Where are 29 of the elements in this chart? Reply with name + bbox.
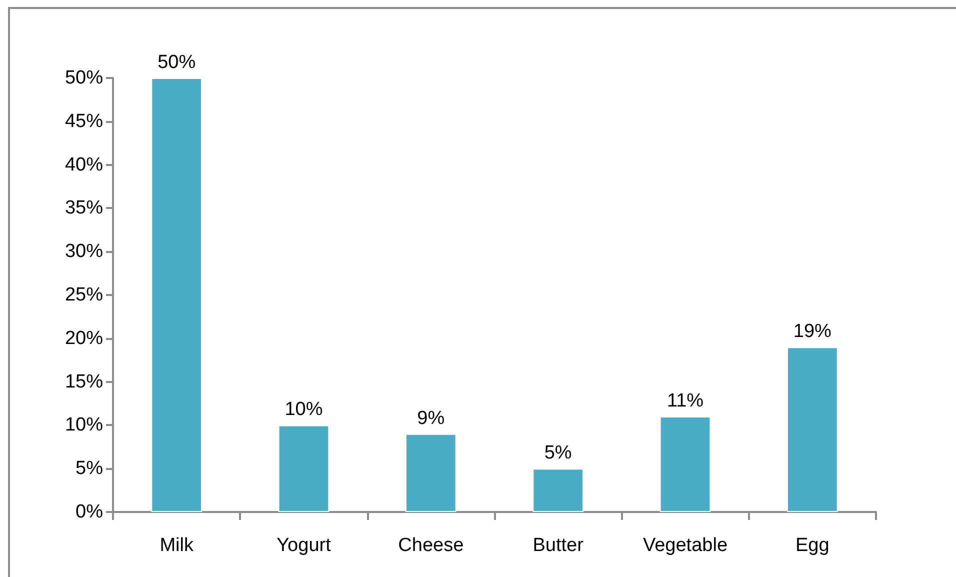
y-tick-label: 10%	[64, 414, 104, 436]
y-tick-label: 15%	[64, 371, 104, 392]
x-tick-label: Yogurt	[276, 535, 332, 556]
x-tick-label: Butter	[532, 535, 584, 556]
y-tick-label: 50%	[64, 68, 104, 88]
data-label: 10%	[284, 399, 323, 420]
bar	[151, 78, 202, 512]
x-tick-label: Egg	[796, 535, 830, 556]
y-tick-label: 35%	[64, 198, 104, 219]
data-label: 19%	[793, 321, 832, 342]
y-tick-label: 25%	[64, 284, 104, 306]
x-tick-label: Milk	[160, 535, 194, 556]
y-tick-label: 5%	[76, 458, 104, 480]
bar	[532, 468, 584, 512]
y-tick-label: 40%	[64, 154, 104, 176]
data-label: 9%	[417, 408, 445, 429]
x-tick-label: Cheese	[398, 535, 464, 556]
x-tick-label: Vegetable	[642, 535, 728, 556]
y-tick-label: 45%	[64, 110, 104, 132]
bar	[405, 434, 456, 512]
y-tick-label: 20%	[64, 328, 104, 349]
bar	[278, 425, 330, 512]
y-tick-label: 0%	[76, 502, 104, 522]
data-label: 11%	[666, 390, 704, 412]
data-label: 50%	[158, 52, 196, 73]
bar	[786, 347, 838, 512]
data-label: 5%	[544, 442, 572, 464]
y-tick-label: 30%	[64, 241, 104, 262]
bar	[660, 416, 711, 512]
